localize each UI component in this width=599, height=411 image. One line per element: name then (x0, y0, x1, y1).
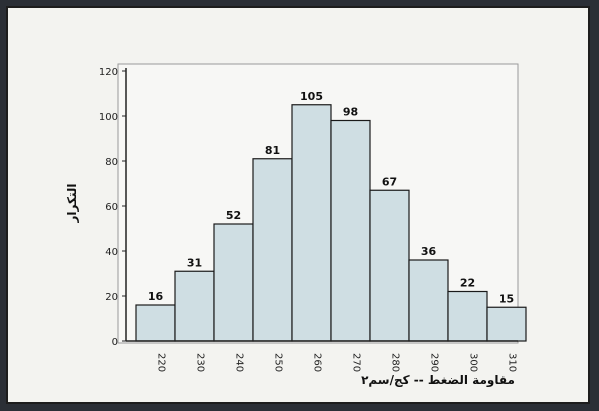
x-tick-label-220: 220 (156, 353, 167, 372)
x-tick-label-270: 270 (351, 353, 362, 372)
y-tick-label-20: 20 (105, 292, 118, 303)
bar-240 (213, 223, 254, 342)
x-tick-label-260: 260 (312, 353, 323, 372)
data-label-220: 16 (148, 290, 164, 303)
bar-290 (408, 259, 449, 342)
x-tick-label-290: 290 (429, 353, 440, 372)
y-tick-label-0: 0 (112, 337, 118, 348)
bars-group (135, 104, 527, 342)
x-tick-label-250: 250 (273, 353, 284, 372)
chart-frame: 0 20 40 60 80 100 120 220 230 240 250 260 270 280 290… (6, 6, 590, 404)
data-label-270: 98 (343, 106, 358, 119)
data-label-230: 31 (187, 256, 202, 269)
y-ticks-group: 0 20 40 60 80 100 120 (99, 67, 126, 348)
x-tick-label-310: 310 (507, 353, 518, 372)
x-axis-label: مقاومة الضغط -- كج/سم٢ (361, 373, 515, 388)
bar-300 (447, 290, 488, 342)
data-labels-group: 16 31 52 81 105 98 67 36 22 15 (148, 90, 514, 306)
x-ticks-group: 220 230 240 250 260 270 280 290 300 310 (156, 353, 518, 372)
data-label-280: 67 (382, 175, 397, 188)
bar-220 (135, 304, 176, 342)
x-tick-label-300: 300 (468, 353, 479, 372)
bar-250 (252, 158, 293, 342)
y-tick-label-40: 40 (105, 247, 118, 258)
bar-260 (291, 104, 332, 342)
data-label-260: 105 (300, 90, 323, 103)
y-axis-label: التكرار (65, 184, 79, 224)
data-label-290: 36 (421, 245, 437, 258)
y-tick-label-100: 100 (99, 112, 118, 123)
data-label-300: 22 (460, 277, 475, 290)
bar-270 (330, 119, 371, 342)
x-tick-label-230: 230 (195, 353, 206, 372)
y-tick-label-80: 80 (105, 157, 118, 168)
x-tick-label-280: 280 (390, 353, 401, 372)
bar-280 (369, 189, 410, 342)
x-tick-label-240: 240 (234, 353, 245, 372)
y-tick-label-60: 60 (105, 202, 118, 213)
histogram-chart: 0 20 40 60 80 100 120 220 230 240 250 260 270 280 290… (65, 63, 527, 388)
data-label-310: 15 (499, 292, 514, 305)
y-tick-label-120: 120 (99, 67, 118, 78)
bar-310 (486, 306, 527, 342)
bar-230 (174, 270, 215, 342)
data-label-250: 81 (265, 144, 280, 157)
data-label-240: 52 (226, 209, 241, 222)
